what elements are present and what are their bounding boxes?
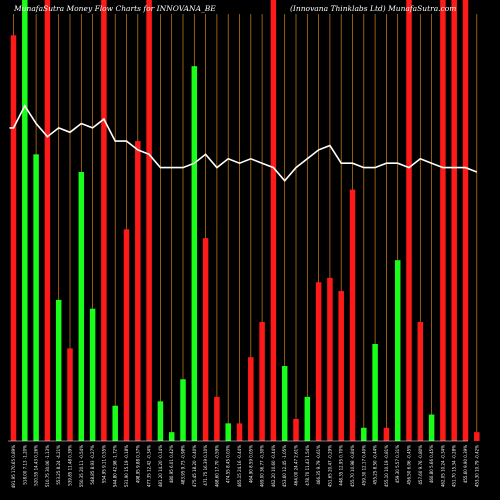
x-tick-label: 491.95 170.65 0.89% [11, 445, 16, 488]
bar-20 [225, 423, 231, 441]
x-tick-label: 520.55 14.43 0.26% [34, 445, 39, 486]
x-tick-label: 498.95 9.88 0.37% [135, 445, 140, 483]
bar-16 [180, 379, 186, 441]
bar-7 [78, 171, 85, 442]
bar-24 [270, 0, 277, 441]
bar-2 [22, 0, 28, 441]
x-tick-labels: 491.95 170.65 0.89% 518.00 7.13 -1.20% 520… [11, 445, 479, 488]
x-tick-label: 474.55 8.45 0.03% [226, 445, 231, 483]
bar-3 [33, 154, 39, 441]
x-tick-label: 462.05 10.24 -0.34% [440, 445, 445, 487]
x-tick-label: 453.30 10.79 -0.42% [474, 445, 479, 487]
x-tick-label: 544.80 42.98 -1.72% [113, 445, 118, 487]
bar-37 [417, 321, 424, 441]
bar-26 [293, 418, 299, 441]
bar-34 [383, 427, 390, 441]
x-tick-label: 553.25 8.24 -4.21% [56, 445, 61, 485]
x-tick-label: 453.60 12.45 -1.05% [282, 445, 287, 487]
bar-42 [474, 432, 480, 441]
x-tick-label: 483.95 9.73 -0.98% [181, 445, 186, 485]
bar-13 [146, 0, 152, 441]
x-tick-label: 459.30 12.17 0.40% [361, 445, 366, 486]
bar-30 [338, 291, 344, 441]
x-tick-label: 550.35 20.11 -0.54% [79, 445, 84, 487]
x-tick-label: 455.10 10.19 -0.81% [384, 445, 389, 487]
x-tick-label: 459.30 5.57 0.31% [395, 445, 400, 483]
x-tick-label: 518.00 7.13 -1.20% [22, 445, 27, 485]
x-tick-label: 510.75 30.06 -1.13% [45, 445, 50, 487]
x-tick-label: 466.35 9.79 -0.61% [316, 445, 321, 485]
x-tick-label: 451.65 20.47 -0.29% [327, 445, 332, 487]
bar-38 [428, 414, 435, 441]
bar-5 [55, 299, 62, 441]
x-tick-label: 475.45 18.20 -0.40% [192, 445, 197, 487]
bar-17 [191, 66, 198, 442]
bar-12 [135, 141, 141, 441]
x-tick-label: 481.20 14.20 -0.14% [158, 445, 163, 487]
x-tick-label: 456.50 6.06 -0.45% [407, 445, 412, 485]
bar-25 [281, 366, 288, 441]
x-tick-label: 531.90 15.19 -0.18% [124, 445, 129, 487]
x-tick-label: 471.75 16.39 0.10% [203, 445, 208, 486]
x-tick-label: 554.95 9.11 0.55% [101, 445, 106, 483]
bar-15 [168, 432, 175, 441]
bar-21 [236, 423, 243, 441]
bar-41 [462, 0, 469, 441]
x-tick-label: 457.60 9.76 -0.80% [418, 445, 423, 485]
x-tick-label: 464.00 24.47 2.61% [294, 445, 299, 486]
bar-39 [440, 0, 446, 441]
bar-35 [394, 260, 401, 441]
bar-8 [89, 308, 96, 441]
x-tick-label: 462.20 10.60 -0.44% [271, 445, 276, 487]
x-tick-label: 460.80 5.66 0.45% [429, 445, 434, 483]
x-tick-label: 455.60 9.90 0.39% [463, 445, 468, 483]
x-tick-label: 477.35 12.42 -0.34% [147, 445, 152, 487]
bar-31 [349, 189, 356, 441]
bar-4 [44, 0, 51, 441]
bar-36 [406, 0, 412, 441]
x-tick-label: 455.25 8.50 -0.44% [373, 445, 378, 485]
bar-27 [304, 396, 311, 441]
x-tick-label: 478.70 11.43 1.54% [305, 445, 310, 486]
bar-6 [67, 348, 73, 441]
x-tick-label: 464.90 8.59 0.05% [248, 445, 253, 483]
x-tick-label: 451.70 15.34 -0.28% [452, 445, 457, 487]
bars [10, 0, 480, 442]
x-tick-label: 465.15 24.16 -0.44% [237, 445, 242, 487]
x-tick-label: 548.85 8.93 -0.27% [90, 445, 95, 485]
chart-subtitle: (Innovana Thinklabs Ltd) MunafaSutra.com [290, 4, 456, 13]
bar-19 [214, 396, 220, 441]
x-tick-label: 468.60 17.70 -0.59% [214, 445, 219, 487]
bar-18 [202, 238, 209, 441]
bar-33 [372, 343, 378, 441]
bar-22 [248, 357, 254, 441]
x-tick-label: 448.35 12.95 0.70% [339, 445, 344, 486]
bar-32 [361, 427, 367, 441]
x-tick-label: 539.85 11.48 0.39% [68, 445, 73, 486]
bar-10 [112, 405, 118, 441]
bar-14 [157, 401, 164, 441]
bar-29 [327, 277, 333, 441]
x-tick-label: 455.70 10.98 -0.84% [350, 445, 355, 487]
bar-9 [101, 0, 107, 441]
bar-1 [10, 35, 17, 441]
bar-40 [451, 0, 457, 441]
x-tick-label: 480.95 6.01 0.42% [169, 445, 174, 483]
bar-23 [259, 321, 265, 441]
series-line [9, 104, 478, 183]
chart-title: MunafaSutra Money Flow Charts for INNOVA… [13, 4, 216, 13]
x-tick-label: 469.00 36.77 -0.30% [260, 445, 265, 487]
bar-11 [123, 229, 130, 441]
bar-28 [315, 282, 322, 441]
